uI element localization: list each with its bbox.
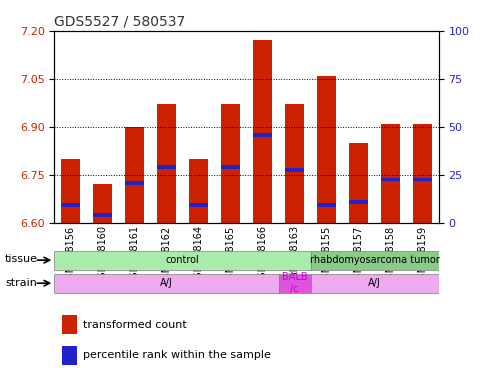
Text: transformed count: transformed count (83, 320, 187, 330)
Text: control: control (166, 255, 199, 265)
Bar (93, 184, 112, 223)
Text: percentile rank within the sample: percentile rank within the sample (83, 350, 271, 360)
Bar (413, 177, 432, 181)
Bar (285, 168, 304, 172)
FancyBboxPatch shape (54, 251, 311, 270)
Bar (381, 177, 400, 181)
Bar (93, 213, 112, 217)
Bar (253, 133, 272, 137)
FancyBboxPatch shape (279, 274, 311, 293)
Bar (221, 165, 240, 169)
Bar (62, 346, 77, 365)
Bar (125, 181, 144, 185)
Text: BALB
/c: BALB /c (282, 272, 307, 294)
Bar (62, 315, 77, 334)
Bar (317, 203, 336, 207)
Text: A/J: A/J (368, 278, 381, 288)
Text: rhabdomyosarcoma tumor: rhabdomyosarcoma tumor (310, 255, 440, 265)
Bar (349, 143, 368, 223)
Bar (189, 159, 208, 223)
Bar (125, 127, 144, 223)
Bar (157, 104, 176, 223)
Bar (413, 124, 432, 223)
FancyBboxPatch shape (311, 274, 439, 293)
Bar (189, 203, 208, 207)
Bar (317, 76, 336, 223)
Bar (349, 200, 368, 204)
FancyBboxPatch shape (54, 274, 279, 293)
Text: GDS5527 / 580537: GDS5527 / 580537 (54, 14, 185, 28)
Bar (61, 159, 80, 223)
Bar (381, 124, 400, 223)
Bar (221, 104, 240, 223)
Bar (285, 104, 304, 223)
Text: strain: strain (5, 278, 37, 288)
Text: A/J: A/J (160, 278, 173, 288)
Bar (253, 40, 272, 223)
FancyBboxPatch shape (311, 251, 439, 270)
Bar (157, 165, 176, 169)
Text: tissue: tissue (5, 254, 38, 264)
Bar (61, 203, 80, 207)
